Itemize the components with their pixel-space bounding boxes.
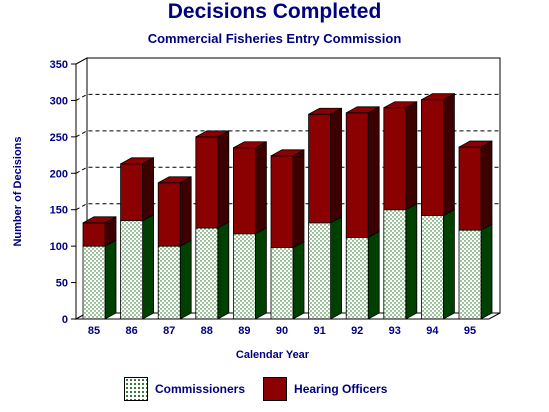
y-tick-label: 0 xyxy=(62,314,68,326)
x-axis-title: Calendar Year xyxy=(236,349,310,361)
y-tick-label: 50 xyxy=(56,278,68,290)
bar-side-hearing-officers xyxy=(142,157,155,222)
bar-hearing-officers xyxy=(420,99,444,216)
bar-top-hearing-officers xyxy=(158,176,192,184)
bar-hearing-officers xyxy=(195,136,219,229)
bar-side-hearing-officers xyxy=(367,106,380,239)
bar-side-hearing-officers xyxy=(405,101,418,211)
bar-group-93 xyxy=(383,101,418,320)
legend-item-hearing-officers: Hearing Officers xyxy=(263,377,387,401)
x-tick-label: 91 xyxy=(313,325,325,337)
y-tick-label: 150 xyxy=(50,205,68,217)
bar-side-hearing-officers xyxy=(179,176,192,247)
bar-top-hearing-officers xyxy=(233,141,267,149)
bar-side-hearing-officers xyxy=(254,141,267,235)
x-tick-label: 94 xyxy=(426,325,439,337)
bar-commissioners xyxy=(232,233,256,320)
chart-legend: Commissioners Hearing Officers xyxy=(124,377,387,401)
legend-swatch-commissioners xyxy=(124,377,148,401)
y-tick-label: 200 xyxy=(50,168,68,180)
bar-hearing-officers xyxy=(157,182,181,247)
bar-side-commissioners xyxy=(442,208,455,320)
bar-commissioners xyxy=(120,220,143,320)
bar-commissioners xyxy=(157,245,181,320)
x-tick-label: 92 xyxy=(351,325,363,337)
bar-side-commissioners xyxy=(179,239,192,320)
bar-commissioners xyxy=(270,247,294,320)
bar-hearing-officers xyxy=(270,155,294,249)
bar-side-hearing-officers xyxy=(217,130,230,229)
bar-side-commissioners xyxy=(292,240,305,320)
bar-commissioners xyxy=(458,229,482,320)
bar-top-hearing-officers xyxy=(195,130,229,138)
x-tick-label: 90 xyxy=(276,325,288,337)
bar-hearing-officers xyxy=(308,113,332,224)
x-tick-label: 87 xyxy=(163,325,175,337)
x-tick-label: 95 xyxy=(464,325,476,337)
legend-label-commissioners: Commissioners xyxy=(155,382,246,396)
bar-side-commissioners xyxy=(367,230,380,320)
y-tick-label: 100 xyxy=(50,241,68,253)
x-tick-label: 88 xyxy=(201,325,213,337)
bar-commissioners xyxy=(308,222,332,320)
y-tick-label: 250 xyxy=(50,132,68,144)
bar-hearing-officers xyxy=(383,107,407,211)
bar-top-hearing-officers xyxy=(270,149,305,157)
bar-top-hearing-officers xyxy=(346,106,380,114)
bar-top-hearing-officers xyxy=(120,157,154,165)
bar-side-commissioners xyxy=(405,203,418,320)
x-tick-label: 93 xyxy=(389,325,401,337)
bar-side-commissioners xyxy=(480,223,493,320)
y-tick-label: 300 xyxy=(50,95,68,107)
bar-commissioners xyxy=(82,245,106,320)
bar-side-commissioners xyxy=(142,213,155,320)
bar-side-commissioners xyxy=(104,239,117,320)
bar-group-85 xyxy=(82,216,117,320)
legend-item-commissioners: Commissioners xyxy=(124,377,245,401)
gridline xyxy=(75,93,500,101)
legend-label-hearing-officers: Hearing Officers xyxy=(294,382,388,396)
x-tick-label: 85 xyxy=(88,325,100,337)
bar-hearing-officers xyxy=(345,112,369,238)
bar-commissioners xyxy=(420,215,444,320)
chart-title: Decisions Completed xyxy=(167,0,382,23)
bar-group-89 xyxy=(232,141,267,320)
bar-group-95 xyxy=(458,140,493,320)
bar-side-commissioners xyxy=(217,221,230,320)
bar-hearing-officers xyxy=(232,147,256,235)
bar-top-hearing-officers xyxy=(308,107,342,115)
bar-side-hearing-officers xyxy=(292,149,305,249)
bar-group-92 xyxy=(345,106,380,320)
bar-side-commissioners xyxy=(254,227,267,320)
bar-group-86 xyxy=(120,157,155,320)
chart-subtitle: Commercial Fisheries Entry Commission xyxy=(147,31,402,46)
bar-hearing-officers xyxy=(82,222,106,247)
y-axis-title: Number of Decisions xyxy=(12,136,24,246)
x-tick-label: 89 xyxy=(238,325,250,337)
bar-top-hearing-officers xyxy=(421,93,455,101)
bar-group-87 xyxy=(157,176,192,320)
y-tick-label: 350 xyxy=(50,59,68,71)
bar-hearing-officers xyxy=(120,163,143,222)
bar-commissioners xyxy=(345,236,369,320)
bar-group-94 xyxy=(420,93,455,320)
bar-group-90 xyxy=(270,149,305,320)
bar-group-88 xyxy=(195,130,230,320)
bar-top-hearing-officers xyxy=(82,216,117,224)
bar-side-hearing-officers xyxy=(330,107,343,224)
bar-top-hearing-officers xyxy=(458,140,493,148)
bar-group-91 xyxy=(308,107,343,320)
bar-side-hearing-officers xyxy=(442,93,455,217)
x-tick-label: 86 xyxy=(125,325,137,337)
bar-top-hearing-officers xyxy=(383,101,417,109)
legend-swatch-hearing-officers xyxy=(263,377,288,401)
bar-side-commissioners xyxy=(330,216,343,320)
bar-hearing-officers xyxy=(458,146,482,231)
bar-commissioners xyxy=(383,209,407,320)
bar-commissioners xyxy=(195,227,219,320)
bar-side-hearing-officers xyxy=(480,140,493,231)
